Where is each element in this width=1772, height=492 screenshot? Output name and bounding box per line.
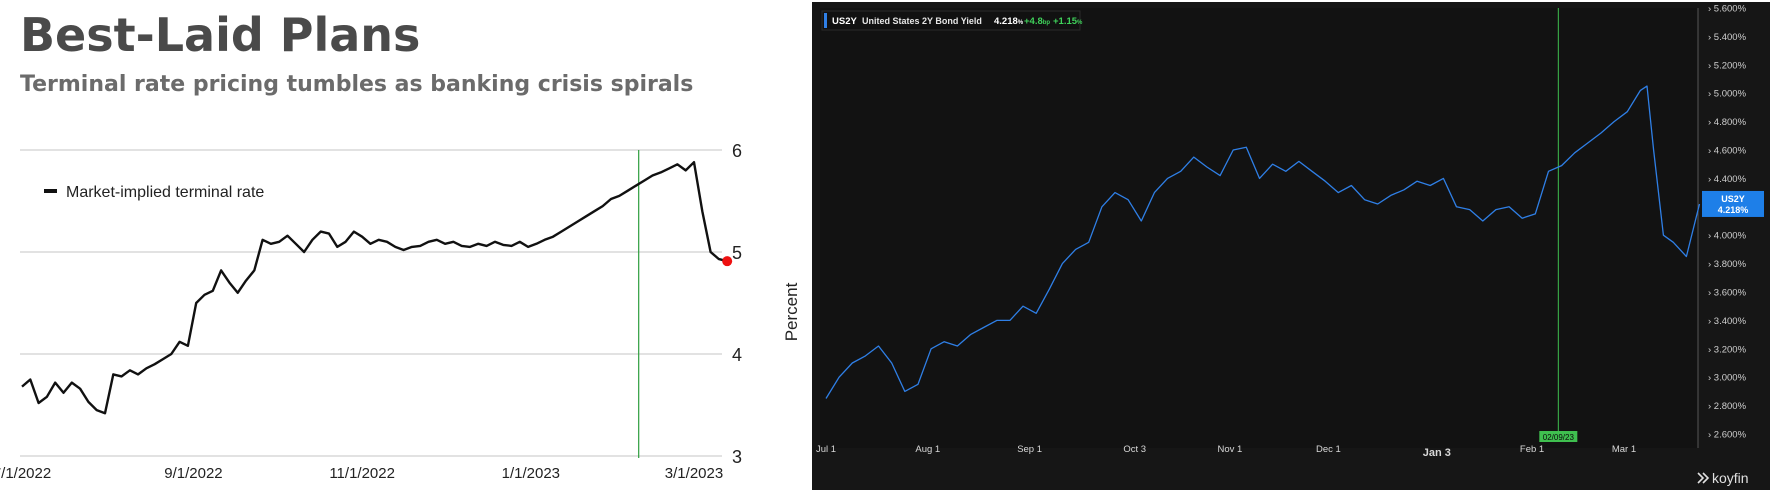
x-tick-label: 7/1/2022 [0, 465, 51, 482]
legend-label: Market-implied terminal rate [66, 184, 264, 201]
x-tick-label: Oct 3 [1123, 444, 1146, 455]
y-tick-label: › 3.000% [1708, 373, 1747, 384]
x-tick-label: Mar 1 [1612, 444, 1636, 455]
series-line-terminal-rate [21, 161, 728, 415]
legend-ticker: US2Y [832, 16, 857, 27]
last-value-tag [1702, 190, 1764, 217]
legend-swatch [824, 13, 827, 28]
y-tick-label: › 2.800% [1708, 401, 1747, 412]
legend-change: +4.8bp [1024, 16, 1050, 27]
x-tick-label: 1/1/2023 [502, 465, 560, 482]
legend-name: United States 2Y Bond Yield [862, 16, 982, 26]
y-tick-label: › 4.600% [1708, 146, 1747, 157]
y-tick-label: › 5.400% [1708, 32, 1747, 43]
x-tick-label: 11/1/2022 [329, 465, 395, 482]
y-tick-label: › 2.600% [1708, 430, 1747, 441]
last-value-ticker: US2Y [1721, 194, 1745, 204]
y-tick-label: › 5.600% [1708, 4, 1747, 15]
terminal-rate-chart: 6 5 4 3 Percent 7/1/2022 9/1/2022 11/1/2022 1/1/… [0, 141, 801, 482]
end-point-marker [722, 256, 733, 267]
x-tick-label: 9/1/2022 [164, 465, 222, 482]
x-tick-label: Jul 1 [816, 444, 836, 455]
y-tick-label: › 4.800% [1708, 117, 1747, 128]
y-tick-label: 4 [732, 345, 742, 365]
legend-box [821, 10, 1081, 31]
legend-change-pct: +1.15% [1053, 16, 1083, 27]
y-tick-label: › 5.000% [1708, 89, 1747, 100]
koyfin-brand: koyfin [1712, 470, 1749, 486]
x-tick-label: Jan 3 [1423, 447, 1451, 459]
plot-area [820, 8, 1698, 448]
y-tick-label: › 5.200% [1708, 60, 1747, 71]
y-tick-label: 3 [732, 447, 742, 467]
x-tick-label: Aug 1 [915, 444, 940, 455]
y-tick-label: › 3.400% [1708, 316, 1747, 327]
x-tick-label: Feb 1 [1520, 444, 1544, 455]
us2y-chart: › 5.600% › 5.400% › 5.200% › 5.000% › 4.800%… [810, 0, 1772, 492]
legend-value-unit: % [1018, 20, 1024, 26]
left-panel: Best-Laid Plans Terminal rate pricing tu… [0, 0, 810, 492]
event-marker-date: 02/09/23 [1543, 433, 1575, 442]
series-line-us2y [825, 85, 1701, 399]
legend-change-unit: bp [1043, 20, 1051, 26]
legend-change-pct-unit: % [1077, 20, 1083, 26]
x-tick-label: Dec 1 [1316, 444, 1341, 455]
x-tick-label: 3/1/2023 [665, 465, 723, 482]
last-value-number: 4.218% [1718, 205, 1749, 215]
y-tick-label: › 3.800% [1708, 259, 1747, 270]
y-tick-label: 5 [732, 243, 742, 263]
legend-value: 4.218% [994, 16, 1024, 27]
y-axis-label: Percent [782, 282, 801, 341]
chart-subtitle: Terminal rate pricing tumbles as banking… [20, 72, 694, 97]
koyfin-logo-icon [1697, 472, 1710, 484]
x-tick-label: Nov 1 [1218, 444, 1243, 455]
y-tick-label: › 3.200% [1708, 344, 1747, 355]
event-marker-tag [1539, 431, 1578, 442]
x-tick-label: Sep 1 [1017, 444, 1042, 455]
legend-swatch [44, 189, 57, 193]
y-tick-label: › 4.000% [1708, 231, 1747, 242]
y-tick-label: › 3.600% [1708, 288, 1747, 299]
chart-title: Best-Laid Plans [20, 8, 421, 62]
y-tick-label: › 4.400% [1708, 174, 1747, 185]
y-tick-label: 6 [732, 141, 742, 161]
right-panel: › 5.600% › 5.400% › 5.200% › 5.000% › 4.800%… [810, 0, 1772, 492]
